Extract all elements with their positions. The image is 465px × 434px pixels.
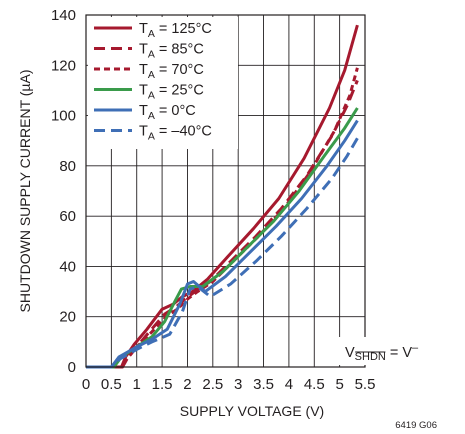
legend-label: TA = 25°C: [139, 83, 204, 102]
y-axis-ticks: 0 20 40 60 80 100 120 140: [51, 7, 76, 376]
y-tick-label: 140: [51, 7, 76, 24]
x-tick-label: 1.5: [152, 376, 173, 393]
legend: TA = 125°CTA = 85°CTA = 70°CTA = 25°CTA …: [94, 21, 212, 143]
x-tick-label: 0: [82, 376, 90, 393]
x-axis-title: SUPPLY VOLTAGE (V): [180, 403, 324, 419]
legend-label: TA = 70°C: [139, 62, 204, 81]
x-tick-label: 2: [183, 376, 191, 393]
x-tick-label: 3.5: [253, 376, 274, 393]
y-tick-label: 60: [59, 208, 76, 225]
y-tick-label: 80: [59, 158, 76, 175]
y-tick-label: 120: [51, 57, 76, 74]
legend-label: TA = 85°C: [139, 42, 204, 61]
x-tick-label: 1: [133, 376, 141, 393]
legend-label: TA = –40°C: [139, 124, 212, 143]
y-tick-label: 0: [68, 359, 76, 376]
x-axis-ticks: 0 0.5 1 1.5 2 2.5 3 3.5 4 4.5 5 5.5: [82, 376, 376, 393]
legend-label: TA = 125°C: [139, 21, 212, 40]
y-tick-label: 20: [59, 309, 76, 326]
y-axis-title: SHUTDOWN SUPPLY CURRENT (µA): [17, 70, 33, 313]
y-tick-label: 100: [51, 108, 76, 125]
x-tick-label: 5: [335, 376, 343, 393]
x-tick-label: 0.5: [101, 376, 122, 393]
series-line: [86, 137, 359, 369]
figure-id: 6419 G06: [395, 420, 437, 431]
legend-label: TA = 0°C: [139, 103, 196, 122]
x-tick-label: 2.5: [202, 376, 223, 393]
x-tick-label: 4.5: [304, 376, 325, 393]
series-line: [86, 119, 359, 369]
y-tick-label: 40: [59, 258, 76, 275]
condition-annotation: VSHDN = V–: [345, 342, 419, 363]
x-tick-label: 3: [234, 376, 242, 393]
annotation-background: [334, 337, 442, 365]
x-tick-label: 4: [285, 376, 293, 393]
legend-background: [88, 17, 238, 149]
plot-frame: [85, 14, 366, 368]
x-tick-label: 5.5: [355, 376, 376, 393]
series-lines: [86, 24, 359, 369]
